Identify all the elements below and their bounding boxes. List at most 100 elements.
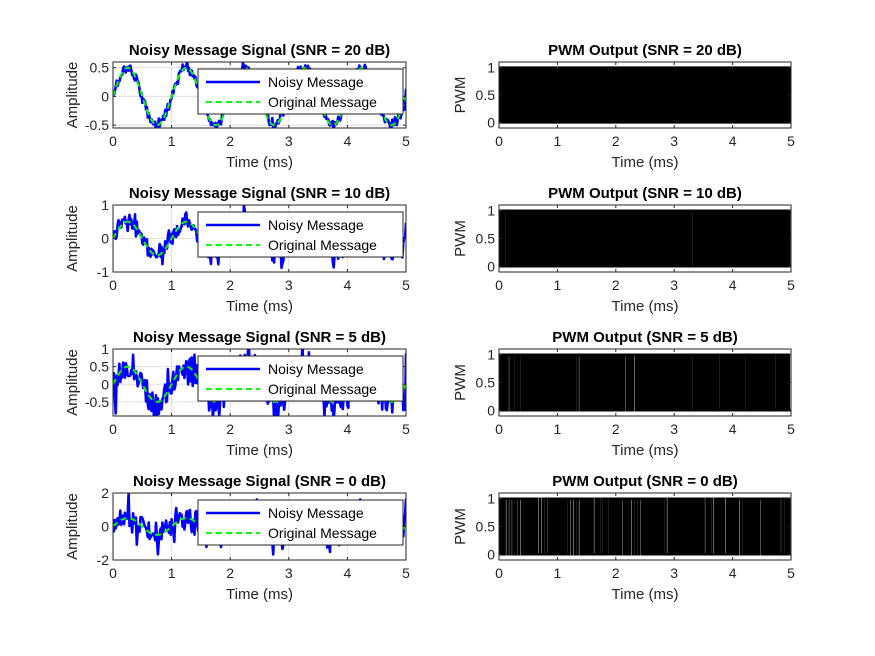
x-tick-label: 4 [729,133,737,149]
subplot-5: 0 1 2 3 4 5 0 0.5 1 PWM Output (SNR = 20 dB) Time … [452,42,795,171]
x-tick-label: 1 [168,277,176,293]
x-tick-label: 4 [344,565,352,581]
x-axis-label: Time (ms) [226,154,293,171]
subplot-6: 0 1 2 3 4 5 0 0.5 1 PWM Output (SNR = 10 dB) Time … [452,185,795,315]
x-tick-label: 0 [109,565,117,581]
y-tick-label: 2 [101,485,109,501]
plot-area [499,353,791,412]
subplot-title: Noisy Message Signal (SNR = 5 dB) [133,329,386,346]
y-tick-label: -0.5 [85,394,109,410]
subplot-7: 0 1 2 3 4 5 0 0.5 1 PWM Output (SNR = 5 dB) Time (… [452,329,795,459]
x-tick-label: 1 [554,133,562,149]
x-tick-label: 0 [109,277,117,293]
x-axis-label: Time (ms) [226,442,293,459]
y-tick-label: 0.5 [476,231,496,247]
series-pwm-line [499,353,791,412]
x-tick-label: 1 [168,421,176,437]
x-tick-label: 3 [670,421,678,437]
x-tick-label: 5 [787,421,795,437]
y-tick-label: 0 [487,258,495,274]
x-tick-label: 0 [495,565,503,581]
series-pwm-line [499,209,791,268]
y-tick-label: 0 [101,88,109,104]
x-axis-label: Time (ms) [612,442,679,459]
y-axis-label: PWM [452,364,469,401]
x-tick-label: 5 [402,277,410,293]
axes-frame [112,61,407,129]
y-axis-label: Amplitude [64,62,81,129]
x-axis-label: Time (ms) [612,586,679,603]
x-tick-label: 5 [402,565,410,581]
x-tick-label: 0 [109,133,117,149]
x-tick-label: 3 [670,565,678,581]
x-tick-label: 2 [226,421,234,437]
y-axis-label: Amplitude [64,205,81,272]
x-tick-label: 0 [109,421,117,437]
x-tick-label: 4 [344,421,352,437]
legend: Noisy Message Original Message [197,355,404,402]
y-tick-label: 0 [487,546,495,562]
y-axis-label: PWM [452,77,469,114]
x-tick-label: 4 [729,565,737,581]
y-tick-label: 1 [487,347,495,363]
x-tick-label: 3 [670,277,678,293]
x-tick-label: 1 [554,565,562,581]
legend-box [197,355,404,402]
x-tick-label: 4 [344,277,352,293]
subplot-8: 0 1 2 3 4 5 0 0.5 1 PWM Output (SNR = 0 dB) Time (… [452,473,795,603]
y-tick-label: 1 [487,203,495,219]
legend-entry: Original Message [268,381,377,397]
legend-entry: Noisy Message [268,505,364,521]
y-axis-label: PWM [452,220,469,257]
x-tick-label: 5 [787,133,795,149]
legend-entry: Noisy Message [268,217,364,233]
y-tick-label: 0.5 [476,519,496,535]
y-axis-label: Amplitude [64,349,81,416]
legend-entry: Original Message [268,525,377,541]
x-tick-label: 5 [402,133,410,149]
legend: Noisy Message Original Message [197,68,404,115]
x-tick-label: 0 [495,277,503,293]
x-axis-label: Time (ms) [226,586,293,603]
axes-frame [112,348,407,417]
x-tick-label: 5 [787,565,795,581]
x-tick-label: 4 [729,277,737,293]
x-axis-label: Time (ms) [612,154,679,171]
x-tick-label: 4 [729,421,737,437]
legend-entry: Noisy Message [268,361,364,377]
subplot-title: Noisy Message Signal (SNR = 10 dB) [129,185,390,202]
x-tick-label: 4 [344,133,352,149]
y-tick-label: -0.5 [85,117,109,133]
subplot-title: PWM Output (SNR = 10 dB) [548,185,742,202]
y-tick-label: 0.5 [90,359,110,375]
x-axis-label: Time (ms) [226,298,293,315]
legend-box [197,211,404,258]
legend-box [197,499,404,546]
y-axis-label: PWM [452,508,469,545]
plot-area [499,497,791,556]
x-tick-label: 1 [168,565,176,581]
legend-entry: Noisy Message [268,74,364,90]
subplot-title: PWM Output (SNR = 0 dB) [552,473,737,490]
y-tick-label: 0 [101,376,109,392]
x-tick-label: 2 [612,277,620,293]
y-tick-label: 0 [101,231,109,247]
y-tick-label: 1 [101,197,109,213]
x-tick-label: 3 [285,421,293,437]
x-tick-label: 1 [554,277,562,293]
x-tick-label: 2 [226,565,234,581]
y-tick-label: 1 [487,60,495,76]
subplot-title: Noisy Message Signal (SNR = 20 dB) [129,42,390,59]
y-tick-label: 0.5 [476,87,496,103]
plot-area [499,66,791,124]
subplot-title: Noisy Message Signal (SNR = 0 dB) [133,473,386,490]
y-tick-label: 1 [487,491,495,507]
y-tick-label: -1 [97,264,110,280]
x-tick-label: 2 [226,277,234,293]
y-tick-label: 1 [101,341,109,357]
series-pwm-line [499,497,791,556]
x-tick-label: 2 [612,133,620,149]
